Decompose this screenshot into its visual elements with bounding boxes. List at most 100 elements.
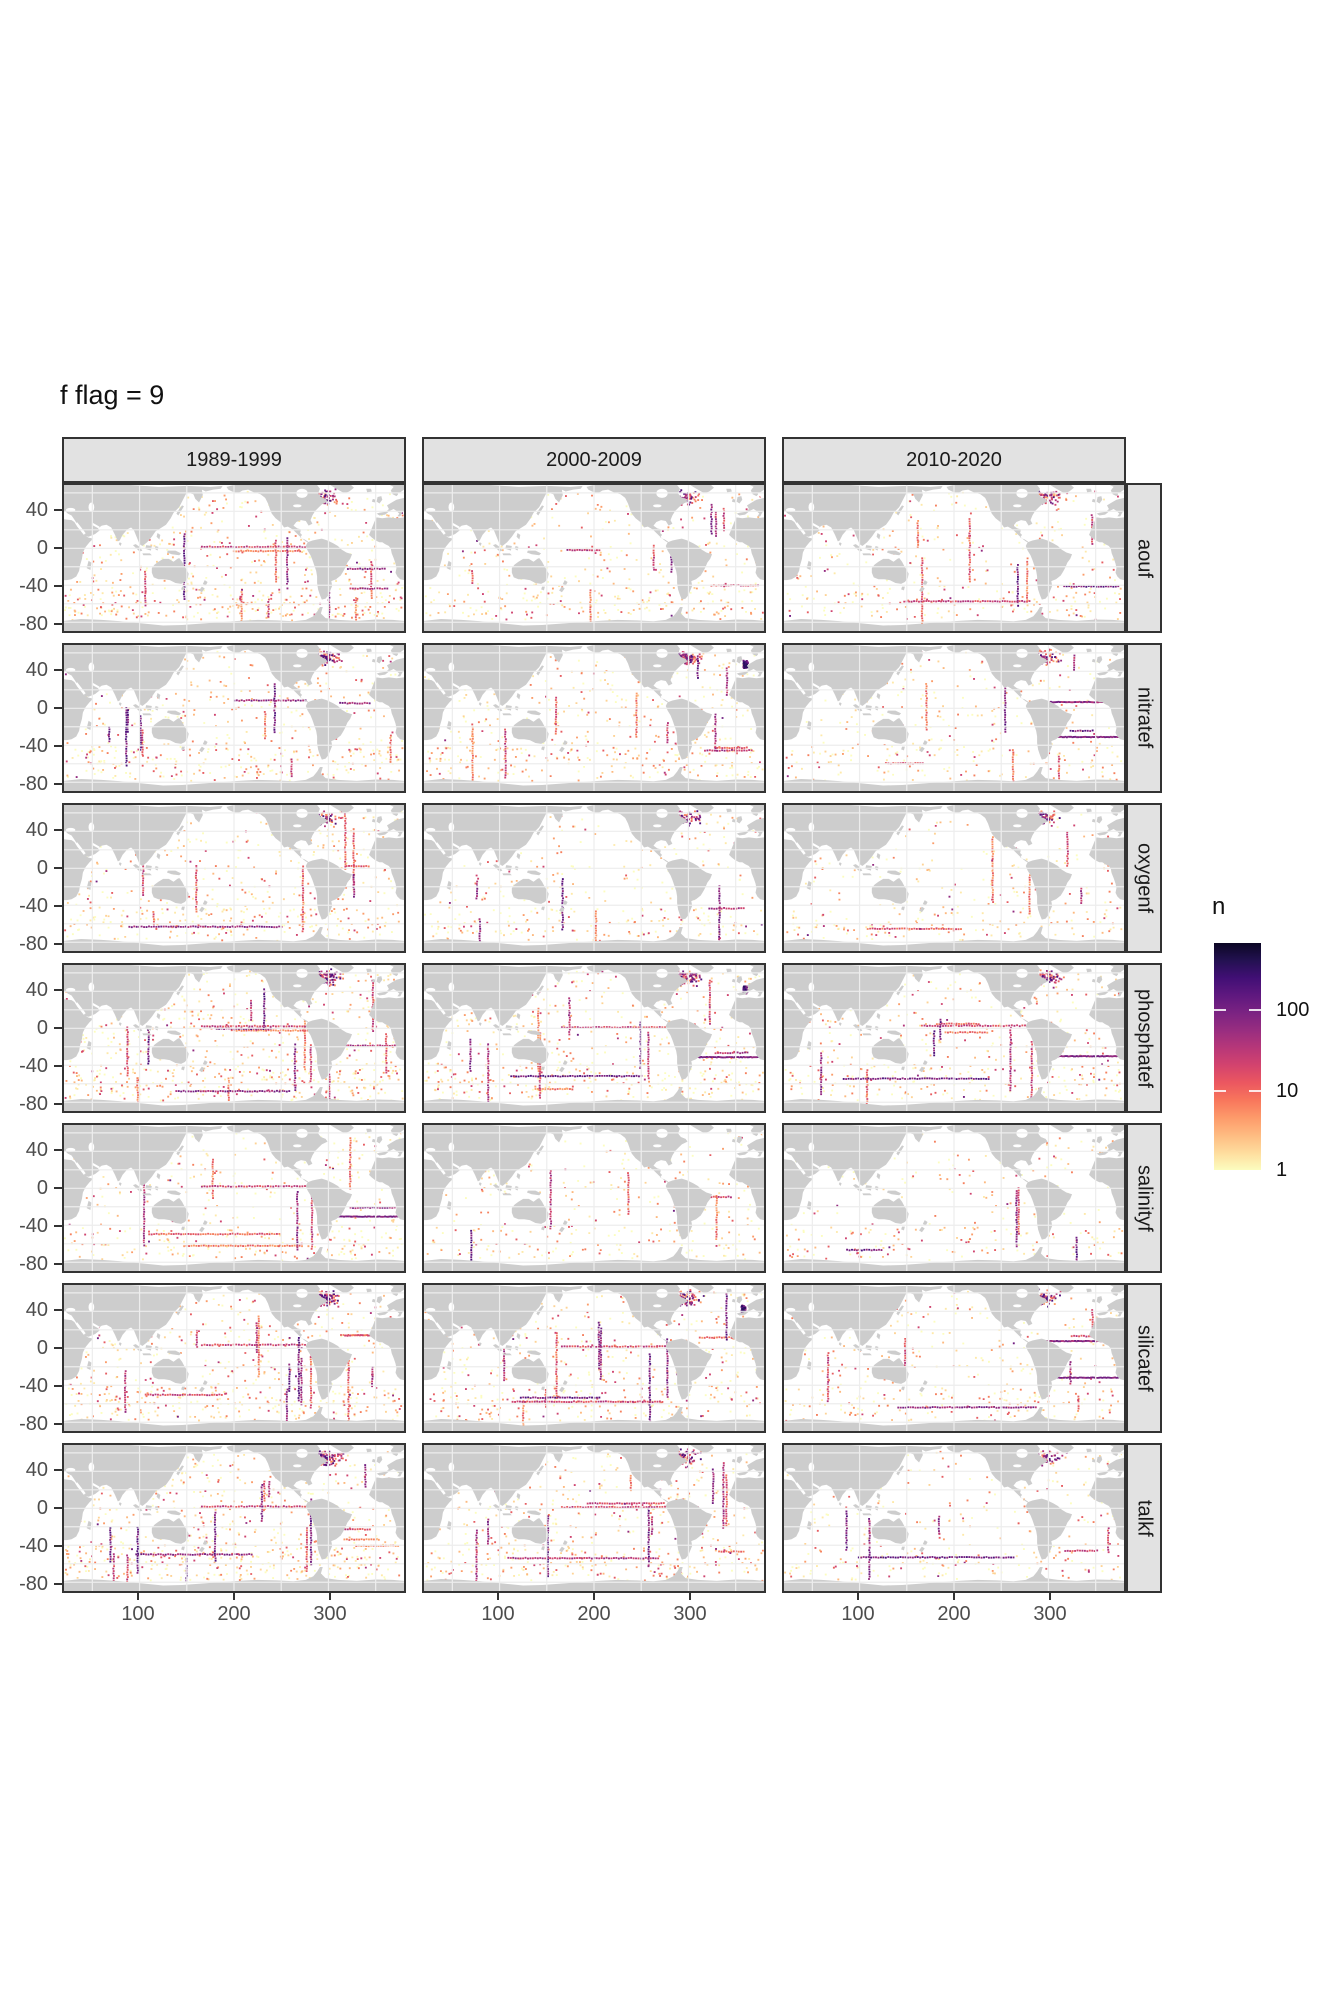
y-axis-label: -80: [19, 1573, 48, 1595]
x-axis-label: 100: [481, 1603, 515, 1625]
facet-row-strip: nitratef: [1126, 643, 1162, 793]
y-axis-tick: [54, 1423, 62, 1425]
y-axis-tick: [54, 547, 62, 549]
facet-column-label: 1989-1999: [186, 448, 282, 471]
facet-column-strip: 2000-2009: [422, 437, 766, 483]
y-axis-label: -80: [19, 1413, 48, 1435]
y-axis-label: 40: [25, 499, 48, 521]
y-axis-label: 40: [25, 659, 48, 681]
map-panel-oxygenf-2000-2009: [422, 803, 766, 953]
x-axis-label: 100: [121, 1603, 155, 1625]
y-axis-label: 40: [25, 1139, 48, 1161]
y-axis-tick: [54, 1507, 62, 1509]
y-axis-tick: [54, 585, 62, 587]
x-axis-tick: [953, 1593, 955, 1600]
facet-column-strip: 2010-2020: [782, 437, 1126, 483]
map-panel-silicatef-1989-1999: [62, 1283, 406, 1433]
y-axis-tick: [54, 1187, 62, 1189]
map-panel-silicatef-2010-2020: [782, 1283, 1126, 1433]
y-axis-label: -80: [19, 773, 48, 795]
colorbar-tick: [1214, 1009, 1226, 1011]
colorbar-tick: [1249, 1009, 1261, 1011]
x-axis-tick: [233, 1593, 235, 1600]
colorbar-tick: [1214, 1090, 1226, 1092]
facet-row-label: aouf: [1133, 538, 1156, 578]
y-axis-tick: [54, 509, 62, 511]
facet-row-strip: aouf: [1126, 483, 1162, 633]
map-panel-aouf-2000-2009: [422, 483, 766, 633]
facet-row-strip: phosphatef: [1126, 963, 1162, 1113]
y-axis-tick: [54, 989, 62, 991]
facet-row-label: nitratef: [1133, 687, 1156, 749]
y-axis-tick: [54, 829, 62, 831]
y-axis-label: 40: [25, 819, 48, 841]
map-panel-phosphatef-2010-2020: [782, 963, 1126, 1113]
map-panel-phosphatef-1989-1999: [62, 963, 406, 1113]
x-axis-tick: [329, 1593, 331, 1600]
colorbar-label: 100: [1276, 999, 1310, 1021]
x-axis-tick: [689, 1593, 691, 1600]
facet-row-strip: salinityf: [1126, 1123, 1162, 1273]
map-panel-salinityf-1989-1999: [62, 1123, 406, 1273]
x-axis-label: 200: [577, 1603, 611, 1625]
y-axis-tick: [54, 1545, 62, 1547]
x-axis-label: 200: [937, 1603, 971, 1625]
map-panel-aouf-2010-2020: [782, 483, 1126, 633]
y-axis-label: 40: [25, 1459, 48, 1481]
facet-row-strip: oxygenf: [1126, 803, 1162, 953]
y-axis-label: 40: [25, 1299, 48, 1321]
map-panel-oxygenf-2010-2020: [782, 803, 1126, 953]
y-axis-label: 0: [36, 1337, 48, 1359]
facet-row-strip: silicatef: [1126, 1283, 1162, 1433]
x-axis-label: 200: [217, 1603, 251, 1625]
x-axis-label: 300: [313, 1603, 347, 1625]
x-axis-tick: [497, 1593, 499, 1600]
colorbar-label: 1: [1276, 1159, 1288, 1181]
y-axis-tick: [54, 707, 62, 709]
plot-title: f flag = 9: [60, 380, 165, 410]
y-axis-tick: [54, 867, 62, 869]
y-axis-tick: [54, 943, 62, 945]
y-axis-label: 0: [36, 537, 48, 559]
facet-row-label: silicatef: [1133, 1324, 1156, 1392]
x-axis-label: 300: [673, 1603, 707, 1625]
y-axis-tick: [54, 1149, 62, 1151]
x-axis-label: 100: [841, 1603, 875, 1625]
facet-column-label: 2010-2020: [906, 448, 1002, 471]
map-panel-talkf-1989-1999: [62, 1443, 406, 1593]
y-axis-tick: [54, 1347, 62, 1349]
y-axis-label: -40: [19, 895, 48, 917]
y-axis-tick: [54, 1309, 62, 1311]
map-panel-talkf-2010-2020: [782, 1443, 1126, 1593]
legend-colorbar: [1214, 943, 1261, 1170]
map-panel-nitratef-2000-2009: [422, 643, 766, 793]
facet-row-strip: talkf: [1126, 1443, 1162, 1593]
y-axis-label: 0: [36, 1497, 48, 1519]
map-panel-aouf-1989-1999: [62, 483, 406, 633]
map-panel-phosphatef-2000-2009: [422, 963, 766, 1113]
y-axis-tick: [54, 745, 62, 747]
y-axis-label: -80: [19, 1093, 48, 1115]
x-axis-tick: [137, 1593, 139, 1600]
y-axis-tick: [54, 1103, 62, 1105]
y-axis-label: -40: [19, 575, 48, 597]
map-panel-salinityf-2000-2009: [422, 1123, 766, 1273]
map-panel-talkf-2000-2009: [422, 1443, 766, 1593]
map-panel-silicatef-2000-2009: [422, 1283, 766, 1433]
y-axis-tick: [54, 1583, 62, 1585]
map-panel-nitratef-1989-1999: [62, 643, 406, 793]
facet-row-label: oxygenf: [1133, 842, 1156, 914]
y-axis-label: 40: [25, 979, 48, 1001]
colorbar-tick: [1249, 1090, 1261, 1092]
y-axis-tick: [54, 669, 62, 671]
y-axis-label: -40: [19, 1055, 48, 1077]
facet-row-label: salinityf: [1133, 1164, 1156, 1232]
legend-title: n: [1212, 893, 1226, 920]
y-axis-tick: [54, 783, 62, 785]
x-axis-tick: [593, 1593, 595, 1600]
y-axis-tick: [54, 1469, 62, 1471]
colorbar-label: 10: [1276, 1080, 1299, 1102]
facet-column-label: 2000-2009: [546, 448, 642, 471]
y-axis-tick: [54, 1225, 62, 1227]
